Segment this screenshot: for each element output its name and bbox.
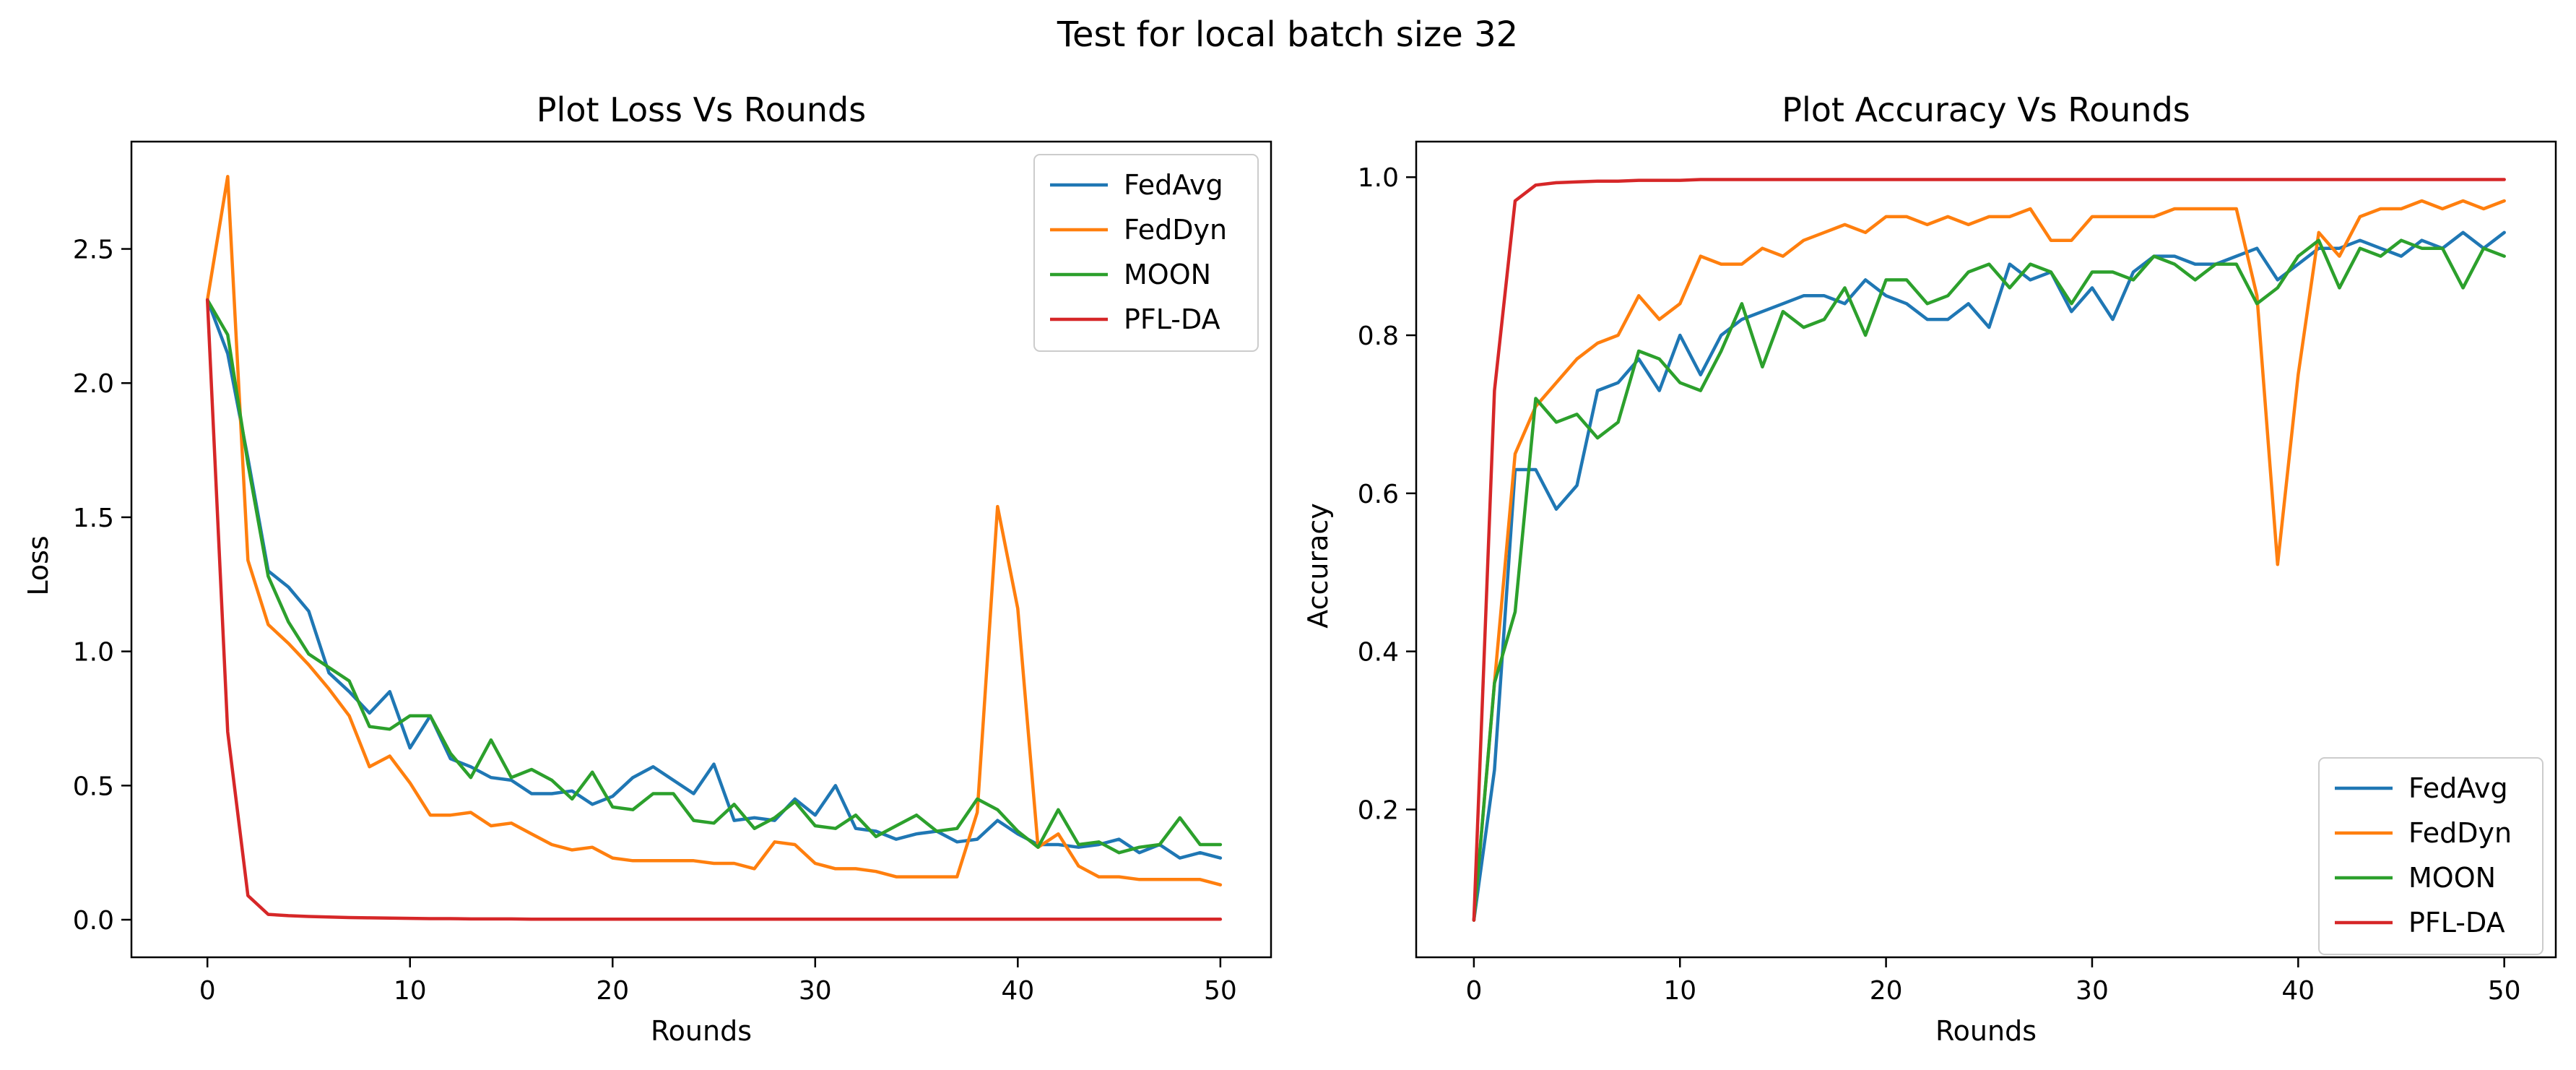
accuracy-y-tick-label: 0.8 <box>1358 322 1399 351</box>
loss-y-tick-label: 1.0 <box>73 638 114 668</box>
accuracy-x-tick-label: 0 <box>1465 976 1482 1006</box>
accuracy-y-tick-label: 0.2 <box>1358 795 1399 825</box>
accuracy-x-tick-label: 10 <box>1663 976 1696 1006</box>
loss-x-tick-label: 0 <box>199 976 216 1006</box>
accuracy-legend-label-pfl-da: PFL-DA <box>2408 907 2505 939</box>
accuracy-legend-label-fedavg: FedAvg <box>2408 772 2508 804</box>
loss-plot-area: 0 10 20 30 40 50 0.0 0.5 1.0 1.5 2.0 2.5 <box>73 140 1272 1006</box>
loss-x-tick-label: 40 <box>1001 976 1034 1006</box>
loss-y-tick-label: 1.5 <box>73 504 114 533</box>
accuracy-legend-label-feddyn: FedDyn <box>2408 817 2512 849</box>
loss-legend-box <box>1033 154 1259 352</box>
loss-legend-label-pfl-da: PFL-DA <box>1124 303 1220 335</box>
accuracy-x-tick-label: 40 <box>2281 976 2315 1006</box>
figure-suptitle: Test for local batch size 32 <box>1057 14 1518 55</box>
accuracy-x-tick-label: 20 <box>1870 976 1903 1006</box>
loss-chart-title: Plot Loss Vs Rounds <box>537 90 866 129</box>
accuracy-series-line-moon <box>1472 238 2506 922</box>
loss-series-line-pfl-da <box>205 298 1223 921</box>
loss-y-tick-label: 0.0 <box>73 906 114 936</box>
accuracy-x-tick-label: 30 <box>2076 976 2109 1006</box>
loss-x-tick-label: 50 <box>1204 976 1237 1006</box>
loss-y-axis-label: Loss <box>22 535 54 595</box>
loss-legend-label-feddyn: FedDyn <box>1124 214 1227 246</box>
loss-y-tick-label: 0.5 <box>73 772 114 801</box>
loss-x-tick-label: 20 <box>596 976 629 1006</box>
accuracy-plot-area: 0 10 20 30 40 50 0.2 0.4 0.6 0.8 1.0 <box>1358 140 2557 1006</box>
accuracy-series-line-feddyn <box>1472 199 2506 922</box>
accuracy-legend-box <box>2318 757 2544 955</box>
accuracy-series-line-pfl-da <box>1472 178 2506 922</box>
accuracy-y-tick-label: 0.6 <box>1358 480 1399 509</box>
accuracy-x-tick-label: 50 <box>2488 976 2521 1006</box>
accuracy-y-tick-label: 0.4 <box>1358 638 1399 668</box>
loss-series-line-fedavg <box>205 298 1223 860</box>
accuracy-chart-title: Plot Accuracy Vs Rounds <box>1782 90 2190 129</box>
loss-y-tick-label: 2.5 <box>73 236 114 265</box>
loss-chart-panel: Plot Loss Vs Rounds Rounds Loss 0 10 20 30 4… <box>22 90 1272 1047</box>
loss-series-line-moon <box>205 298 1223 855</box>
accuracy-y-axis-label: Accuracy <box>1302 503 1334 629</box>
accuracy-x-axis-label: Rounds <box>1935 1015 2037 1047</box>
loss-legend-label-fedavg: FedAvg <box>1124 169 1223 201</box>
loss-legend-label-moon: MOON <box>1124 259 1211 290</box>
accuracy-chart-panel: Plot Accuracy Vs Rounds Rounds Accuracy … <box>1302 90 2557 1047</box>
accuracy-legend: FedAvg FedDyn MOON PFL-DA <box>2318 757 2544 955</box>
accuracy-y-tick-label: 1.0 <box>1358 163 1399 193</box>
loss-axes-frame <box>130 140 1272 959</box>
accuracy-legend-label-moon: MOON <box>2408 862 2496 894</box>
loss-series-line-feddyn <box>205 175 1223 886</box>
loss-legend: FedAvg FedDyn MOON PFL-DA <box>1033 154 1259 352</box>
loss-x-axis-label: Rounds <box>651 1015 752 1047</box>
loss-x-tick-label: 10 <box>394 976 427 1006</box>
loss-y-tick-label: 2.0 <box>73 369 114 399</box>
loss-x-tick-label: 30 <box>799 976 832 1006</box>
accuracy-axes-frame <box>1415 140 2557 959</box>
